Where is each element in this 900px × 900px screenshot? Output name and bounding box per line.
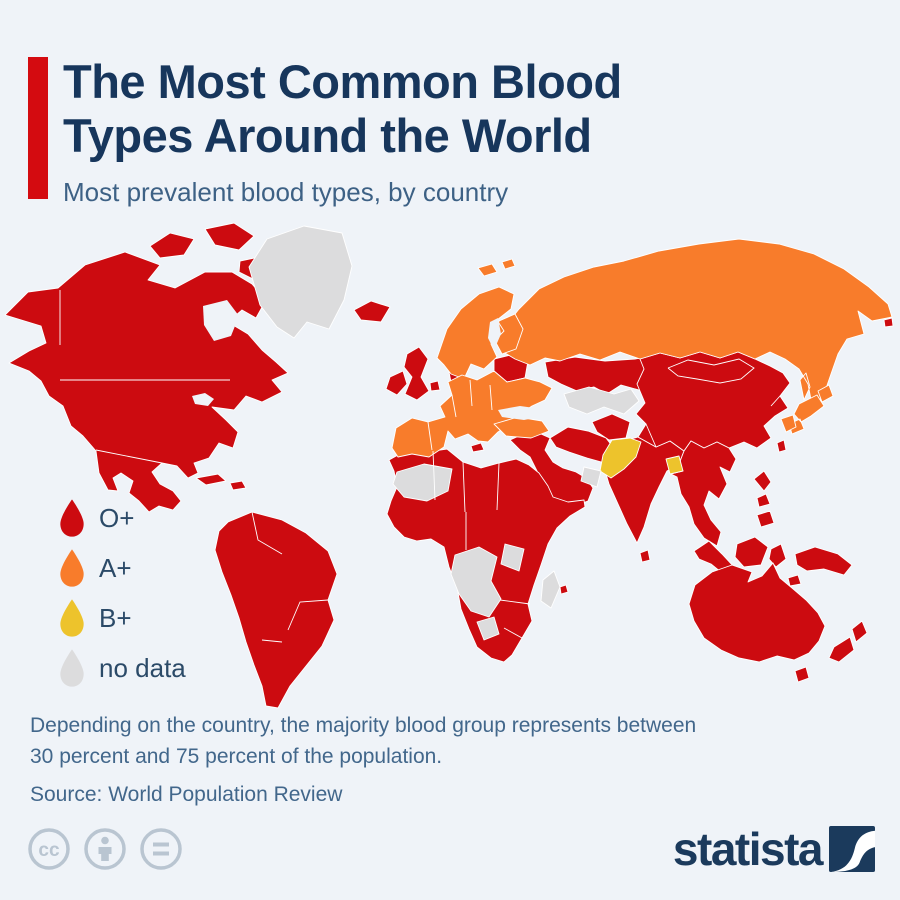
region-japan	[788, 384, 834, 435]
equals-glyph	[153, 842, 169, 856]
region-africa-nodata-central	[450, 546, 502, 618]
footer-note: Depending on the country, the majority b…	[30, 714, 697, 768]
region-southeast-asia	[670, 440, 737, 547]
attribution-icon[interactable]	[83, 827, 127, 871]
region-north-america	[4, 251, 289, 513]
person-head	[101, 836, 109, 845]
border-mongolia	[667, 358, 755, 384]
great-lakes	[192, 393, 214, 406]
region-central-asia-nodata	[563, 386, 640, 415]
caspian-sea	[547, 392, 565, 432]
water-overlays	[192, 300, 565, 432]
region-greenland	[248, 225, 353, 339]
blood-drop-icon	[60, 549, 84, 587]
region-new-zealand	[828, 620, 868, 663]
header: The Most Common Blood Types Around the W…	[28, 55, 622, 208]
footer: Depending on the country, the majority b…	[30, 710, 730, 807]
blood-drop-icon	[60, 499, 84, 537]
border-asia	[645, 395, 781, 448]
blood-drop-icon	[60, 599, 84, 637]
region-madagascar	[540, 570, 561, 609]
title-line-1: The Most Common Blood	[63, 55, 622, 108]
region-uk-ireland	[385, 346, 430, 401]
landmasses	[4, 222, 894, 709]
statista-logo-text: statista	[672, 823, 824, 875]
branding[interactable]: statista	[673, 826, 875, 872]
cc-icon[interactable]: cc	[27, 827, 71, 871]
border-africa	[432, 450, 531, 639]
legend-item-no-data: no data	[58, 648, 186, 688]
page-title: The Most Common Blood Types Around the W…	[63, 55, 622, 163]
gulf-of-bothnia	[488, 318, 501, 350]
footer-source: Source: World Population Review	[30, 783, 343, 806]
logo-swoosh	[830, 830, 875, 872]
region-russia	[499, 238, 893, 406]
border-us-canada	[59, 290, 230, 464]
region-bangladesh	[665, 455, 684, 475]
region-south-korea	[780, 414, 797, 433]
page-subtitle: Most prevalent blood types, by country	[63, 177, 509, 207]
region-australia	[688, 562, 826, 683]
region-oman-nodata	[580, 466, 602, 488]
legend-item-b-plus: B+	[58, 598, 186, 638]
border-south-america	[251, 511, 329, 643]
region-pakistan	[599, 437, 642, 479]
title-line-2: Types Around the World	[63, 109, 592, 162]
world-map	[0, 210, 900, 730]
region-iceland	[353, 300, 391, 323]
hudson-bay	[203, 300, 239, 341]
legend-item-o-plus: O+	[58, 498, 186, 538]
nd-icon[interactable]	[139, 827, 183, 871]
legend-label: O+	[99, 502, 135, 533]
region-middle-east	[509, 429, 594, 509]
legend-label: no data	[99, 652, 186, 683]
license-icons: cc	[27, 827, 183, 871]
accent-bar-rect	[28, 57, 48, 199]
blood-drop-icon	[60, 649, 84, 687]
blood-drop-shape	[60, 649, 84, 687]
legend-item-a-plus: A+	[58, 548, 186, 588]
region-philippines	[753, 439, 787, 528]
region-caribbean	[195, 473, 247, 491]
legend-label: B+	[99, 602, 132, 633]
legend: O+ A+ B+ no data	[58, 498, 186, 688]
world-map-svg	[4, 222, 894, 709]
region-africa-nodata-west	[392, 463, 453, 502]
legend-label: A+	[99, 552, 132, 583]
region-mauritius	[559, 317, 894, 595]
region-scandinavia	[436, 258, 524, 380]
blood-drop-shape	[60, 499, 84, 537]
region-europe-mainland	[391, 370, 553, 458]
cc-glyph: cc	[38, 840, 60, 861]
border-europe	[427, 379, 493, 451]
region-china-mongolia	[635, 351, 791, 452]
country-borders	[59, 290, 781, 643]
statista-logo-mark	[829, 826, 875, 872]
region-africa-nodata-east	[476, 543, 525, 641]
black-sea	[498, 406, 545, 420]
blood-drop-shape	[60, 599, 84, 637]
person-body	[98, 847, 112, 861]
blood-drop-shape	[60, 549, 84, 587]
region-south-america	[214, 511, 338, 709]
accent-bar	[28, 57, 48, 199]
